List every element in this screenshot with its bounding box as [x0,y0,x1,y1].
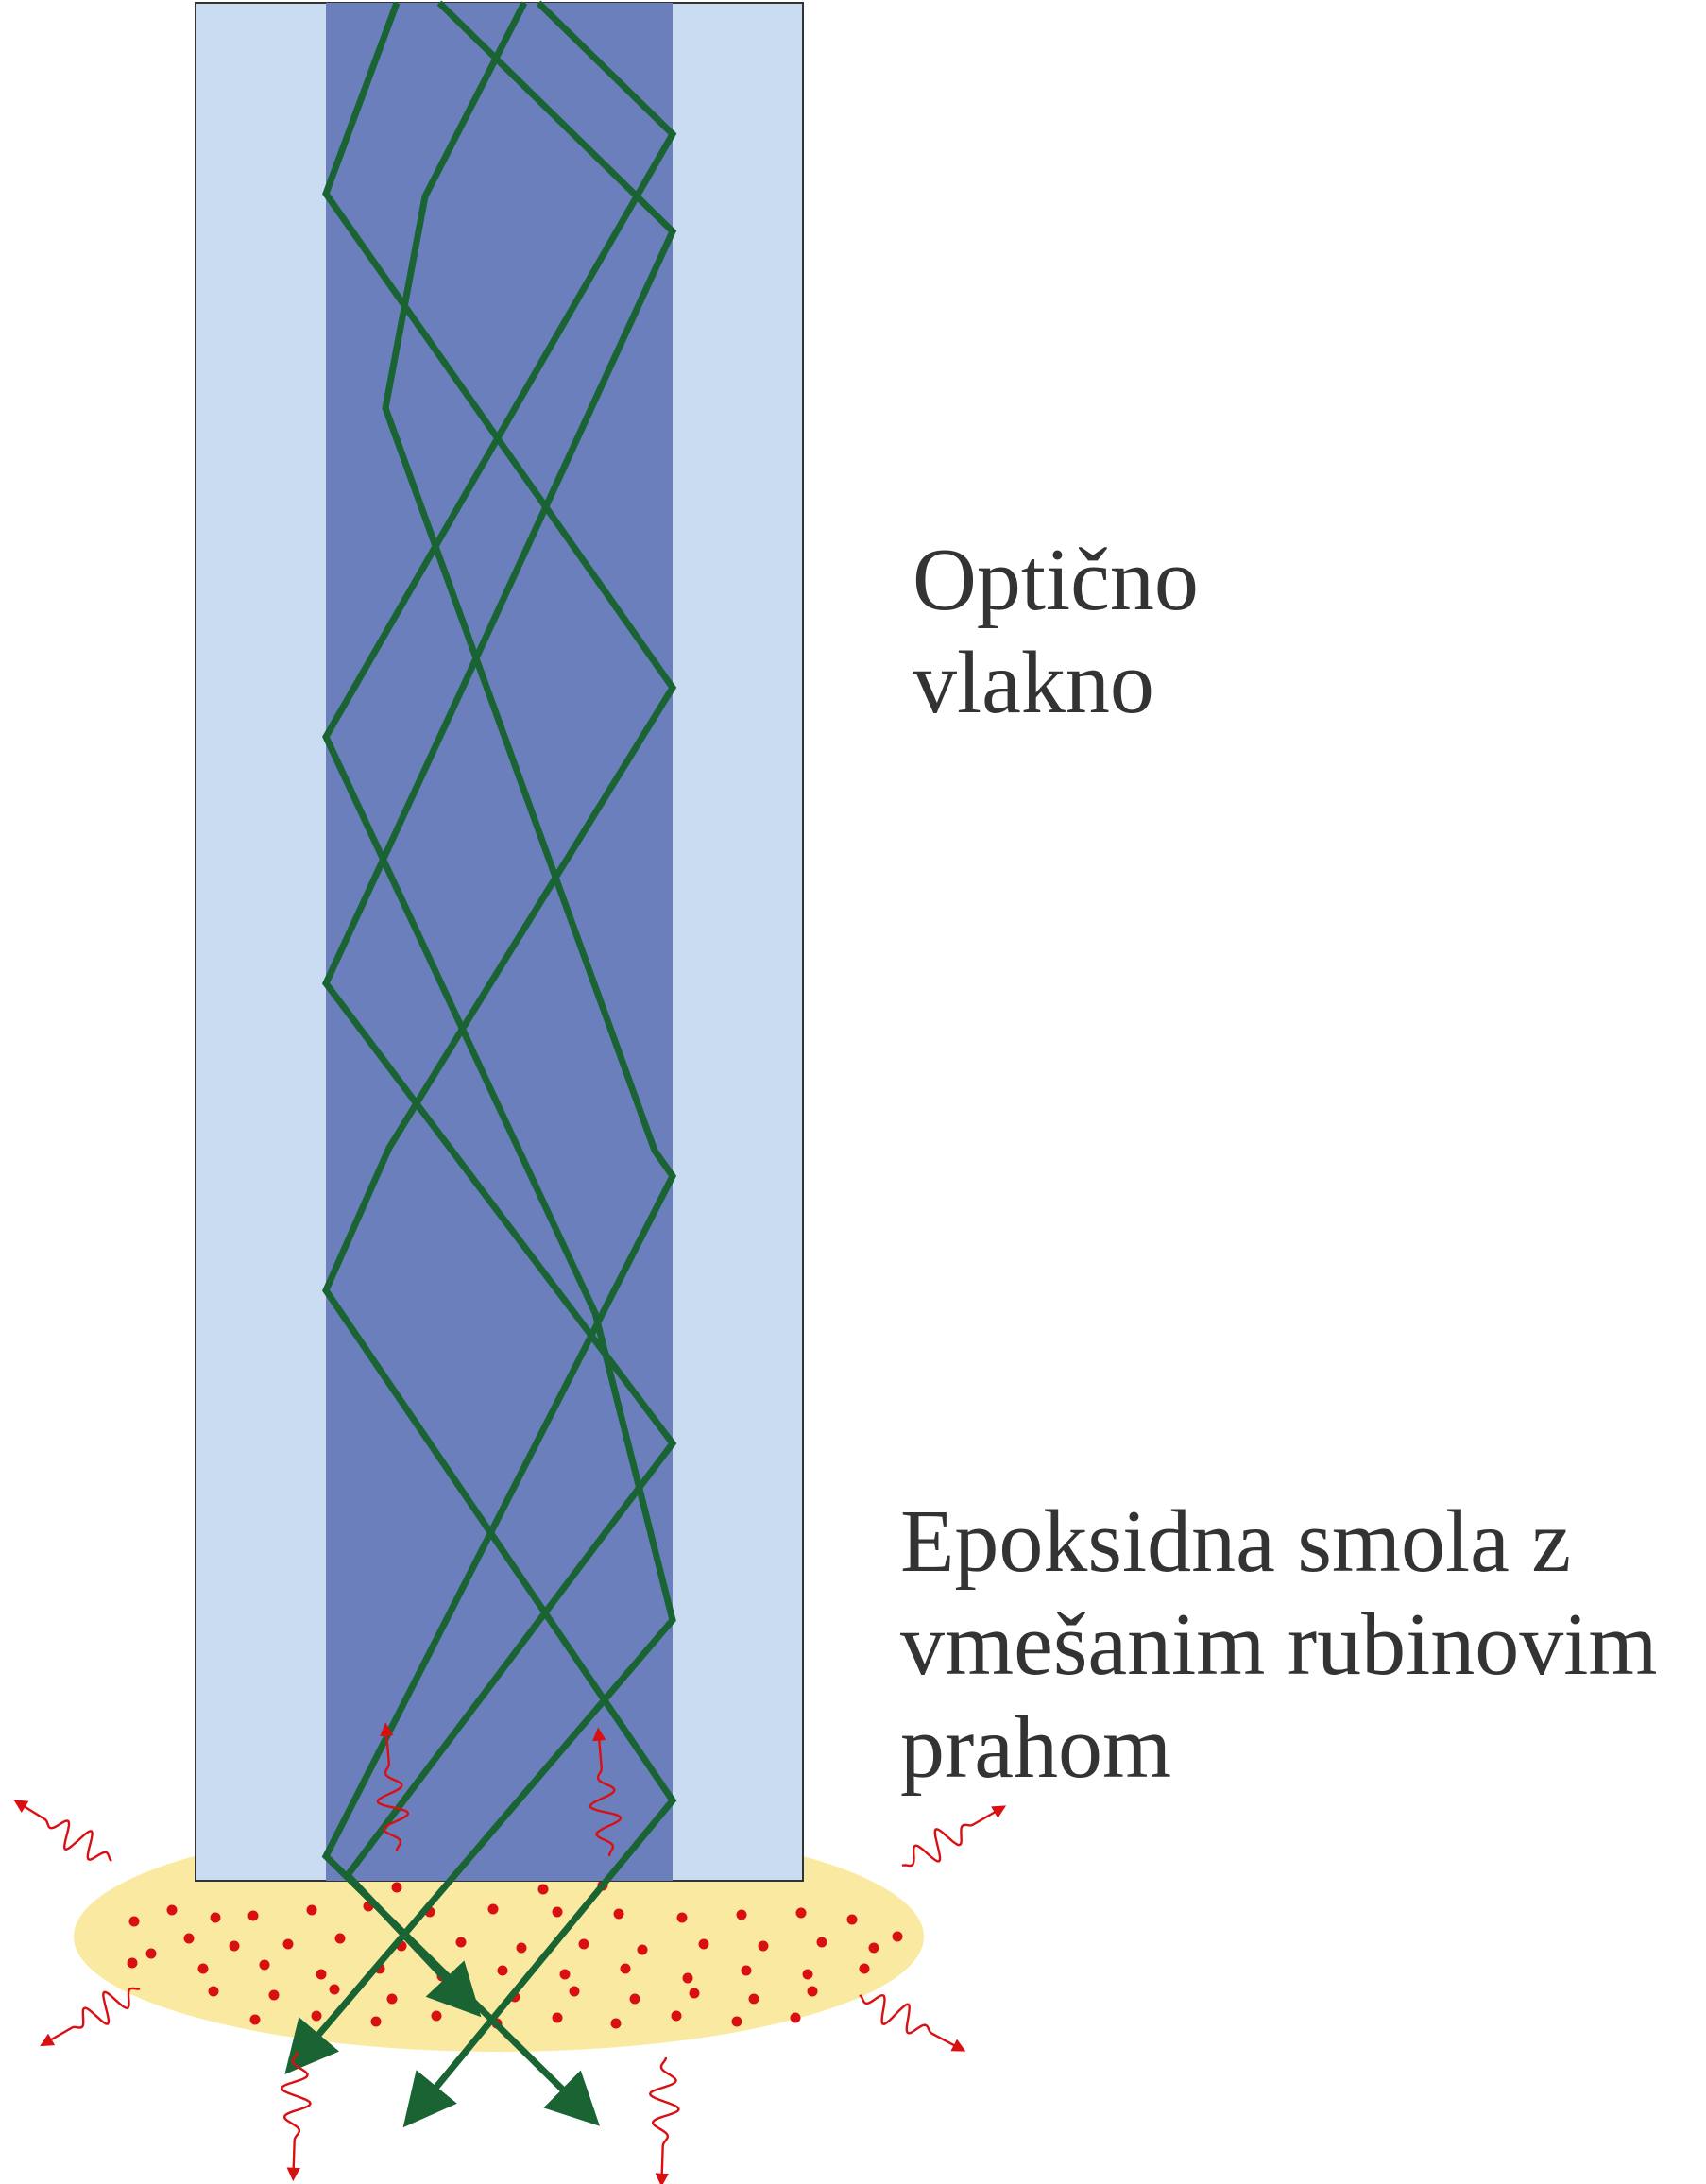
ruby-particle-41 [208,1986,219,1997]
ruby-particle-31 [316,1969,327,1980]
light-ray-2 [321,1,677,2126]
ruby-particle-48 [629,1993,640,2005]
ruby-particle-39 [802,1969,813,1980]
ruby-particle-13 [795,1907,807,1919]
ruby-particle-37 [682,1972,693,1984]
fiber-core [326,3,673,1881]
fluorescence-emissions [13,1722,1007,2184]
ruby-particle-57 [552,2012,563,2023]
ruby-particle-15 [183,1933,195,1944]
light-rays [284,0,677,2128]
ruby-particle-58 [610,2018,622,2029]
light-ray-1 [322,1,677,2128]
ruby-particle-23 [637,1944,648,1955]
ruby-particle-66 [391,1882,402,1893]
ruby-particle-52 [249,2014,261,2025]
ruby-particle-62 [127,1957,138,1969]
ruby-particle-64 [537,1884,549,1895]
ruby-particle-21 [516,1942,527,1954]
ruby-particle-29 [197,1963,209,1974]
ruby-particle-44 [386,1993,398,2005]
epoxy-label-line-3: prahom [900,1698,1172,1798]
fiber-label: Optično vlakno [913,529,1199,735]
ruby-particle-47 [569,1986,580,1997]
ruby-particle-27 [868,1942,879,1954]
ruby-particle-8 [487,1903,499,1915]
ruby-particle-59 [671,2010,682,2022]
ruby-particle-60 [731,2016,742,2027]
ruby-particle-26 [816,1937,827,1948]
ruby-particle-25 [758,1940,769,1952]
ruby-particle-11 [676,1912,688,1923]
epoxy-label-line-2: vmešanim rubinovim [900,1595,1658,1695]
ruby-particle-54 [370,2016,382,2027]
ruby-particle-50 [748,1993,759,2005]
ruby-particle-38 [741,1965,752,1976]
ruby-particle-3 [128,1916,140,1927]
ruby-particle-20 [455,1937,467,1948]
ruby-particles [127,1880,903,2029]
ruby-particle-55 [431,2010,442,2022]
emission-wave-1 [376,1722,410,1852]
emission-wave-3 [13,1800,112,1862]
ruby-particle-61 [790,2012,801,2023]
ruby-particle-1 [166,1904,178,1916]
ruby-particle-4 [247,1910,259,1921]
ruby-particle-9 [552,1906,563,1918]
ruby-particle-24 [698,1938,709,1950]
ruby-particle-35 [559,1969,571,1980]
ruby-particle-17 [282,1938,294,1950]
fiber-label-line-2: vlakno [913,634,1154,733]
ruby-particle-16 [229,1940,240,1952]
emission-wave-5 [40,1987,141,2047]
emission-wave-4 [901,1805,1007,1868]
light-ray-3 [321,0,677,2018]
ruby-particle-18 [334,1933,346,1944]
ruby-particle-42 [268,1989,280,2001]
emission-wave-7 [280,2051,312,2182]
ruby-particle-14 [846,1914,858,1925]
ruby-particle-12 [736,1909,747,1920]
ruby-particle-49 [689,1988,700,1999]
ruby-particle-36 [620,1963,631,1974]
ruby-particle-5 [306,1904,317,1916]
ruby-particle-10 [613,1908,624,1920]
epoxy-label-line-1: Epoksidna smola z [900,1493,1572,1591]
ruby-particle-63 [892,1931,903,1942]
ruby-particle-34 [497,1965,508,1976]
ruby-particle-30 [259,1959,270,1971]
ruby-particle-53 [311,2010,322,2022]
emission-wave-8 [648,2056,680,2184]
ruby-particle-51 [807,1986,818,1997]
epoxy-label: Epoksidna smola z vmešanim rubinovim pra… [900,1491,1658,1800]
ruby-particle-28 [145,1948,157,1959]
emission-wave-6 [859,1993,966,2052]
ruby-particle-40 [859,1963,870,1974]
ruby-particle-22 [578,1938,589,1950]
ruby-particle-2 [210,1912,221,1923]
emission-wave-2 [589,1727,623,1857]
fiber-label-line-1: Optično [913,531,1199,629]
ruby-particle-43 [329,1984,340,1995]
light-ray-4 [284,0,677,2074]
